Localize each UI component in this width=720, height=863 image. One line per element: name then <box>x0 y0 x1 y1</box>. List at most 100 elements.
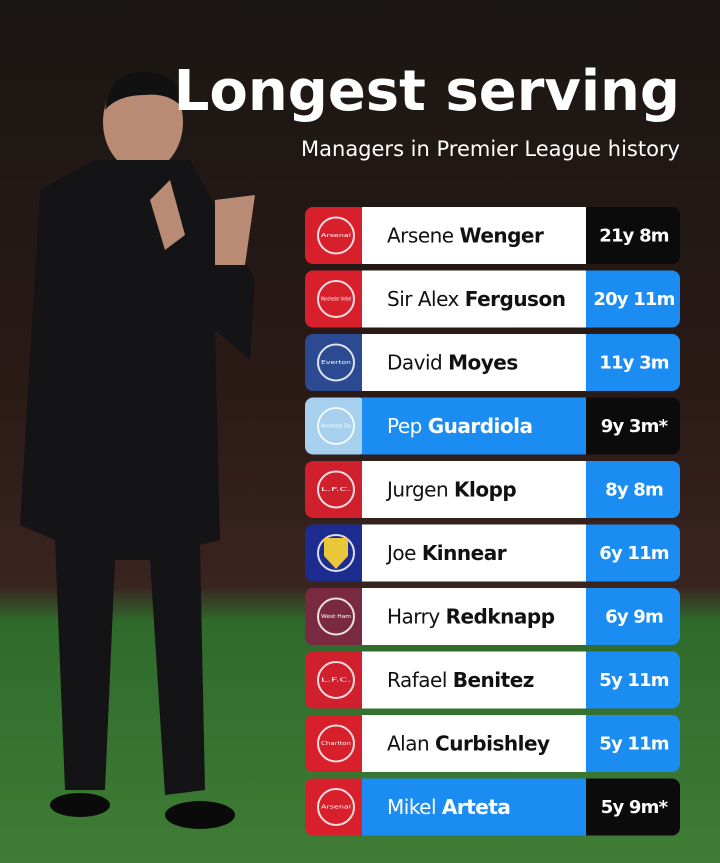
first-name: Joe <box>385 541 416 565</box>
tenure-box-join <box>586 588 596 645</box>
club-badge <box>317 724 355 763</box>
manager-name: Rafael Benitez <box>387 668 534 692</box>
tenure: 6y 9m <box>605 607 663 628</box>
badge-box <box>305 588 367 645</box>
tenure: 9y 3m* <box>601 416 669 437</box>
first-name: Arsene <box>387 223 454 247</box>
badge-box <box>305 461 367 518</box>
tenure: 21y 8m <box>599 226 669 247</box>
tenure-box <box>586 270 680 328</box>
tenure-box-join <box>586 270 596 328</box>
name-box <box>362 461 592 518</box>
badge-text: Everton <box>321 360 351 366</box>
name-box <box>362 207 592 264</box>
last-name: Wenger <box>459 223 544 247</box>
manager-row: L.F.C. Rafael Benitez 5y 11m <box>305 651 680 709</box>
badge-box <box>305 334 367 391</box>
first-name: Mikel <box>387 795 436 819</box>
tenure: 5y 11m <box>599 670 669 691</box>
name-box <box>362 651 592 709</box>
first-name: Harry <box>387 604 440 628</box>
club-badge <box>317 534 355 572</box>
manager-name: Arsene Wenger <box>387 223 544 247</box>
tenure-box <box>586 461 680 518</box>
tenure-box <box>586 778 680 836</box>
badge-box <box>305 778 367 836</box>
badge-box <box>305 207 367 264</box>
manager-name: Joe Kinnear <box>385 541 507 565</box>
name-box <box>362 270 592 328</box>
badge-text: Arsenal <box>321 805 351 811</box>
manager-name: David Moyes <box>387 350 518 374</box>
badge-text: West Ham <box>321 614 351 620</box>
badge-text: Manchester City <box>321 424 351 430</box>
badge-box <box>305 397 367 455</box>
manager-name: Jurgen Klopp <box>385 477 516 501</box>
manager-name: Mikel Arteta <box>387 795 510 819</box>
tenure-box <box>586 651 680 709</box>
name-box <box>362 334 592 391</box>
badge-text: Arsenal <box>321 233 351 239</box>
badge-shield <box>324 538 348 569</box>
last-name: Ferguson <box>465 287 566 311</box>
name-box <box>362 778 592 836</box>
tenure-box-join <box>586 397 596 455</box>
manager-name: Pep Guardiola <box>387 414 533 438</box>
manager-row: Charlton Alan Curbishley 5y 11m <box>305 715 680 772</box>
tenure-box <box>586 524 680 582</box>
first-name: Sir Alex <box>387 287 460 311</box>
manager-row: Arsenal Mikel Arteta 5y 9m* <box>305 778 680 836</box>
name-box <box>362 588 592 645</box>
manager-row: L.F.C. Jurgen Klopp 8y 8m <box>305 461 680 518</box>
tenure-box <box>586 207 680 264</box>
badge-box <box>305 270 367 328</box>
first-name: Jurgen <box>385 477 448 501</box>
badge-box <box>305 651 367 709</box>
first-name: David <box>387 350 442 374</box>
badge-text: Charlton <box>321 741 351 747</box>
tenure: 5y 11m <box>599 734 669 755</box>
tenure-box <box>586 397 680 455</box>
first-name: Pep <box>387 414 422 438</box>
tenure: 11y 3m <box>599 353 669 374</box>
club-badge <box>317 280 355 318</box>
manager-name: Harry Redknapp <box>387 604 555 628</box>
last-name: Redknapp <box>446 604 555 628</box>
ranking-list: Arsenal Arsene Wenger 21y 8m Manchester Uni… <box>305 207 680 836</box>
name-box <box>362 524 592 582</box>
tenure: 20y 11m <box>593 289 674 310</box>
tenure-box <box>586 588 680 645</box>
tenure-box-join <box>586 334 596 391</box>
club-badge <box>317 407 355 445</box>
badge-text: L.F.C. <box>321 487 352 493</box>
tenure: 6y 11m <box>599 543 669 564</box>
tenure-box-join <box>586 524 596 582</box>
manager-row: Arsenal Arsene Wenger 21y 8m <box>305 207 680 264</box>
club-badge <box>317 343 355 382</box>
tenure-box <box>586 334 680 391</box>
manager-row: Manchester United Sir Alex Ferguson 20y 11… <box>305 270 680 328</box>
first-name: Rafael <box>387 668 447 692</box>
club-badge <box>317 216 355 255</box>
manager-name: Alan Curbishley <box>387 731 550 755</box>
manager-row: Joe Kinnear 6y 11m <box>305 524 680 582</box>
name-box <box>362 397 592 455</box>
tenure-box-join <box>586 207 596 264</box>
badge-text: Manchester United <box>321 297 351 303</box>
manager-figure <box>20 71 255 829</box>
manager-name: Sir Alex Ferguson <box>387 287 565 311</box>
tenure-box-join <box>586 778 596 836</box>
last-name: Arteta <box>442 795 511 819</box>
last-name: Guardiola <box>428 414 533 438</box>
tenure-box-join <box>586 461 596 518</box>
subtitle: Managers in Premier League history <box>301 137 680 161</box>
badge-text: L.F.C. <box>321 678 352 684</box>
club-badge <box>317 470 355 509</box>
badge-box <box>305 715 367 772</box>
last-name: Moyes <box>448 350 518 374</box>
name-box <box>362 715 592 772</box>
manager-row: Everton David Moyes 11y 3m <box>305 334 680 391</box>
tenure-box-join <box>586 651 596 709</box>
tenure: 5y 9m* <box>601 797 669 818</box>
